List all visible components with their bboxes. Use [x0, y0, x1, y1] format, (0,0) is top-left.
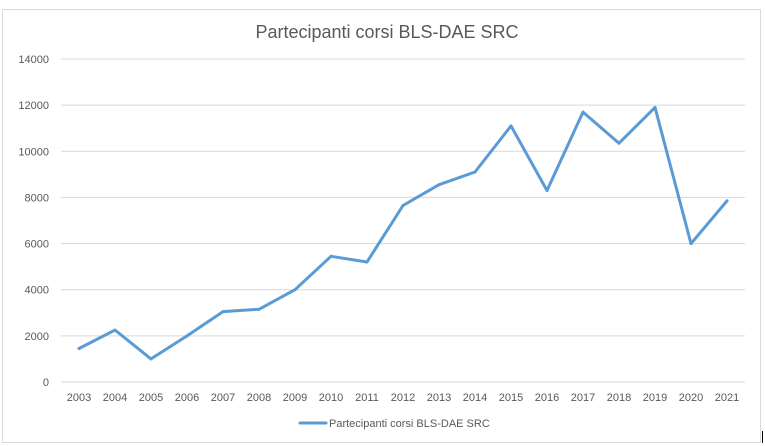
- data-point-2008: [257, 307, 261, 311]
- data-point-2014: [473, 170, 477, 174]
- gridlines: [61, 58, 745, 383]
- x-tick-label: 2014: [463, 392, 487, 404]
- data-point-2004: [113, 328, 117, 332]
- x-tick-label: 2009: [283, 392, 307, 404]
- data-point-2015: [509, 124, 513, 128]
- y-tick-label: 8000: [25, 192, 49, 204]
- y-tick-label: 4000: [25, 285, 49, 297]
- x-tick-label: 2011: [355, 392, 379, 404]
- data-point-2019: [653, 105, 657, 109]
- series-line-0: [77, 105, 729, 361]
- x-tick-label: 2012: [391, 392, 415, 404]
- x-tick-label: 2013: [427, 392, 451, 404]
- data-point-2013: [437, 183, 441, 187]
- x-tick-label: 2010: [319, 392, 343, 404]
- chart-title: Partecipanti corsi BLS-DAE SRC: [255, 22, 518, 42]
- x-tick-label: 2020: [679, 392, 703, 404]
- x-tick-label: 2008: [247, 392, 271, 404]
- chart-area: [2, 9, 761, 443]
- data-point-2009: [293, 288, 297, 292]
- y-tick-label: 0: [43, 377, 49, 389]
- data-point-2018: [617, 141, 621, 145]
- y-tick-label: 6000: [25, 239, 49, 251]
- x-tick-label: 2005: [139, 392, 163, 404]
- data-point-2020: [689, 242, 693, 246]
- x-tick-label: 2003: [67, 392, 91, 404]
- data-point-2006: [185, 334, 189, 338]
- x-tick-label: 2015: [499, 392, 523, 404]
- y-tick-label: 2000: [25, 331, 49, 343]
- data-point-2012: [401, 204, 405, 208]
- data-point-2003: [77, 347, 81, 351]
- data-point-2011: [365, 260, 369, 264]
- window-edge-mark: [762, 431, 763, 443]
- x-tick-label: 2018: [607, 392, 631, 404]
- legend: Partecipanti corsi BLS-DAE SRC: [298, 418, 490, 430]
- data-point-2017: [581, 110, 585, 114]
- x-tick-label: 2007: [211, 392, 235, 404]
- y-tick-label: 10000: [18, 146, 49, 158]
- data-point-2005: [149, 357, 153, 361]
- y-tick-label: 14000: [18, 54, 49, 66]
- y-tick-label: 12000: [18, 100, 49, 112]
- x-tick-label: 2019: [643, 392, 667, 404]
- x-tick-label: 2017: [571, 392, 595, 404]
- x-tick-label: 2021: [715, 392, 739, 404]
- data-point-2010: [329, 254, 333, 258]
- legend-label: Partecipanti corsi BLS-DAE SRC: [329, 418, 490, 430]
- x-tick-label: 2006: [175, 392, 199, 404]
- x-tick-label: 2016: [535, 392, 559, 404]
- data-point-2007: [221, 310, 225, 314]
- data-point-2021: [725, 199, 729, 203]
- data-point-2016: [545, 189, 549, 193]
- y-axis: 0 2000 4000 6000 8000 10000 12000 14000: [18, 54, 49, 389]
- x-tick-label: 2004: [103, 392, 127, 404]
- series-layer: [77, 105, 729, 361]
- x-axis: 2003 2004 2005 2006 2007 2008 2009 2010 2011 2012…: [67, 392, 739, 404]
